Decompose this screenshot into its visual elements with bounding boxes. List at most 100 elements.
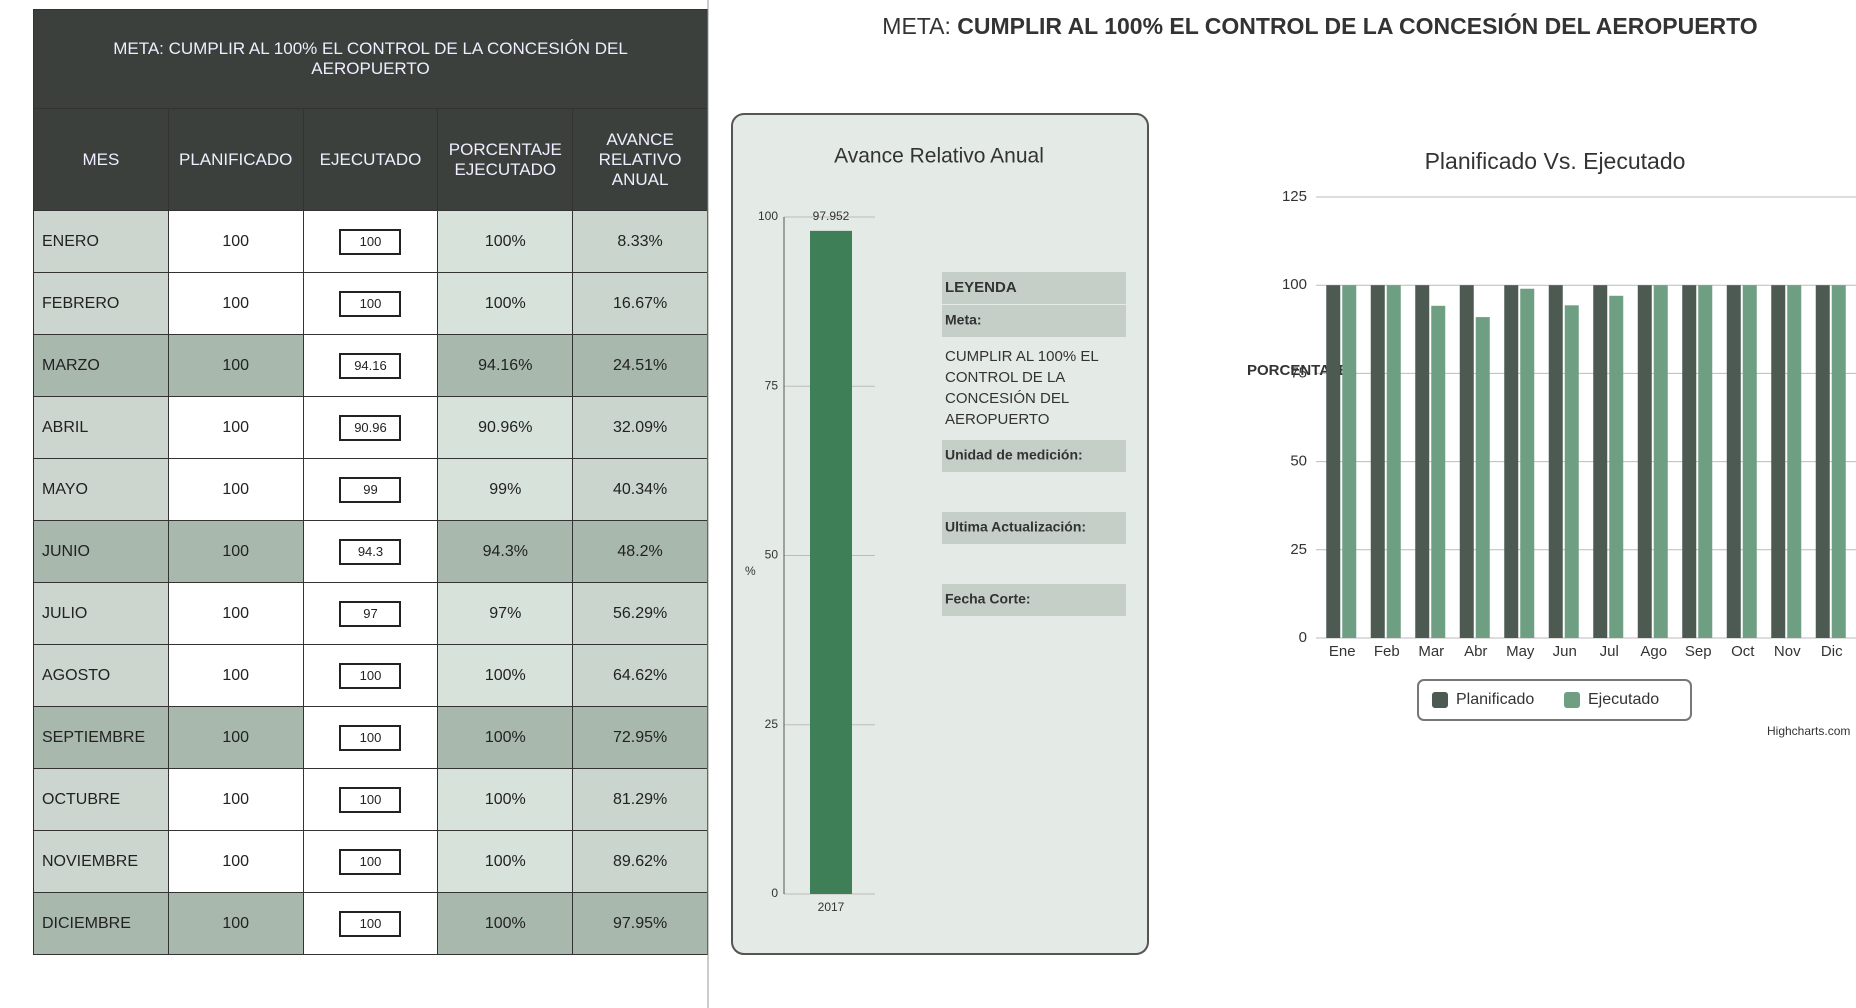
cell: JULIO (33, 582, 169, 645)
bar (1326, 285, 1341, 638)
cell: 100 (302, 892, 439, 955)
table-row: ABRIL 100 90.96 90.96% 32.09% (33, 396, 708, 459)
cell: 48.2% (572, 520, 708, 583)
legend-swatch (1432, 692, 1448, 708)
x-tick-label: Abr (1464, 643, 1487, 660)
input-box: 100 (339, 910, 402, 937)
cell: 100 (302, 210, 439, 273)
y-axis-label: PORCENTAJE (1247, 362, 1348, 379)
cell: 56.29% (572, 582, 708, 645)
bar (1831, 285, 1846, 638)
title-row: META: CUMPLIR AL 100% EL CONTROL DE LA C… (33, 9, 708, 109)
cell: MARZO (33, 334, 169, 397)
cell: 100% (437, 706, 574, 769)
table-title: META: CUMPLIR AL 100% EL CONTROL DE LA C… (33, 9, 708, 109)
cell: 100 (167, 396, 304, 459)
cell: ENERO (33, 210, 169, 273)
bar (1771, 285, 1786, 638)
cell: FEBRERO (33, 272, 169, 335)
legend-band (942, 305, 1126, 337)
legend-label: Unidad de medición: (945, 447, 1083, 463)
y-tick-label: 100 (758, 209, 778, 223)
cell: 100 (167, 706, 304, 769)
bar (1609, 295, 1624, 638)
bar (1370, 285, 1385, 638)
legend-entry: Ejecutado (1588, 691, 1659, 708)
input-box: 100 (339, 786, 402, 813)
x-tick-label: Feb (1374, 643, 1400, 660)
cell: 100 (302, 272, 439, 335)
table-row: MARZO 100 94.16 94.16% 24.51% (33, 334, 708, 397)
cell: OCTUBRE (33, 768, 169, 831)
y-tick-label: 75 (765, 378, 779, 392)
y-tick-label: 25 (1290, 541, 1307, 558)
cell: JUNIO (33, 520, 169, 583)
bar (1386, 285, 1401, 638)
input-box: 100 (339, 724, 402, 751)
cell: 100 (167, 892, 304, 955)
data-label: 97.952 (813, 209, 850, 223)
column-header: MES (33, 108, 169, 211)
legend-entry: Planificado (1456, 691, 1534, 708)
bar (1742, 285, 1757, 638)
y-tick-label: 0 (1299, 629, 1307, 646)
cell: 100 (167, 644, 304, 707)
input-box: 90.96 (339, 414, 402, 441)
table-row: ENERO 100 100 100% 8.33% (33, 210, 708, 273)
cell: 24.51% (572, 334, 708, 397)
y-tick-label: 0 (771, 886, 778, 900)
bar (1653, 285, 1668, 638)
bar (1415, 285, 1430, 638)
input-box: 100 (339, 290, 402, 317)
table-row: OCTUBRE 100 100 100% 81.29% (33, 768, 708, 831)
table-row: SEPTIEMBRE 100 100 100% 72.95% (33, 706, 708, 769)
input-box: 94.16 (339, 352, 402, 379)
cell: 100% (437, 210, 574, 273)
x-tick-label: Jun (1553, 643, 1577, 660)
cell: 100 (167, 458, 304, 521)
cell: MAYO (33, 458, 169, 521)
bar (1726, 285, 1741, 638)
cell: 100 (167, 830, 304, 893)
header-label: META: (882, 13, 951, 39)
cell: 100 (167, 334, 304, 397)
legend-value-line: AEROPUERTO (945, 411, 1049, 428)
y-tick-label: 100 (1282, 276, 1307, 293)
cell: 32.09% (572, 396, 708, 459)
cell: 100 (167, 210, 304, 273)
header-row: MES PLANIFICADO EJECUTADO PORCENTAJE EJECUT… (33, 108, 708, 211)
x-tick-label: Jul (1600, 643, 1619, 660)
cell: 100 (302, 644, 439, 707)
cell: DICIEMBRE (33, 892, 169, 955)
cell: 100% (437, 272, 574, 335)
cell: 100 (302, 706, 439, 769)
legend-band (942, 440, 1126, 472)
cell: SEPTIEMBRE (33, 706, 169, 769)
input-box: 94.3 (339, 538, 402, 565)
bar (1815, 285, 1830, 638)
cell: NOVIEMBRE (33, 830, 169, 893)
cell: 100 (302, 768, 439, 831)
legend-band (942, 272, 1126, 304)
cell: 16.67% (572, 272, 708, 335)
input-box: 100 (339, 228, 402, 255)
legend-label: Meta: (945, 312, 982, 328)
bar (1520, 288, 1535, 638)
bar (1459, 285, 1474, 638)
legend-value-line: CONTROL DE LA (945, 369, 1065, 386)
y-tick-label: 50 (765, 548, 779, 562)
cell: 97.95% (572, 892, 708, 955)
bar (1698, 285, 1713, 638)
legend-band (942, 512, 1126, 544)
cell: 97 (302, 582, 439, 645)
y-tick-label: 125 (1282, 188, 1307, 205)
cell: 94.3 (302, 520, 439, 583)
legend-swatch (1564, 692, 1580, 708)
cell: 100% (437, 892, 574, 955)
input-box: 99 (339, 476, 402, 503)
table-row: DICIEMBRE 100 100 100% 97.95% (33, 892, 708, 955)
cell: 72.95% (572, 706, 708, 769)
legend-value-line: CUMPLIR AL 100% EL (945, 348, 1099, 365)
table-row: NOVIEMBRE 100 100 100% 89.62% (33, 830, 708, 893)
